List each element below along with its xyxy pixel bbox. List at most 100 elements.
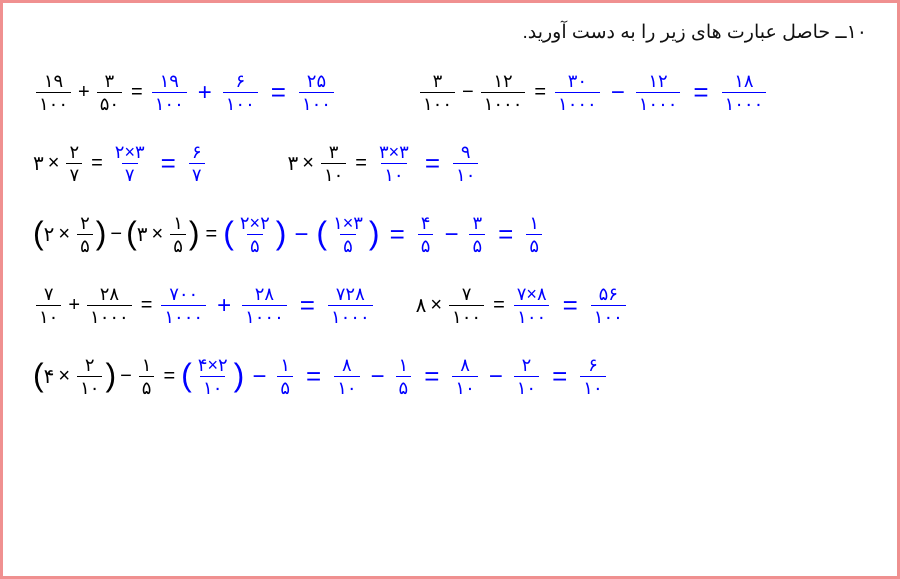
fraction-numerator: ٣×٣	[376, 143, 412, 163]
fraction: ١٩١٠٠	[36, 72, 71, 113]
fraction-numerator: ٧٠٠	[166, 285, 201, 305]
fraction: ٨١٠	[452, 356, 477, 397]
parenthesis: (	[181, 359, 192, 391]
operator: +	[190, 79, 220, 107]
fraction-denominator: ١٠٠	[299, 92, 334, 113]
parenthesis: )	[276, 217, 287, 249]
operator: ×	[148, 223, 168, 246]
fraction-denominator: ۵	[526, 234, 542, 255]
fraction-numerator: ١٩	[157, 72, 182, 92]
fraction-denominator: ١٠	[77, 376, 102, 397]
operator: −	[116, 365, 136, 388]
operator: −	[481, 363, 511, 391]
fraction: ٢۵	[77, 214, 93, 255]
fraction: ٩١٠	[453, 143, 478, 184]
fraction-numerator: ١	[170, 214, 186, 234]
equals: =	[157, 365, 181, 388]
equation-row: ١٩١٠٠+٣۵٠=١٩١٠٠+۶١٠٠=٢۵١٠٠٣١٠٠−١٢١٠٠٠=٣٠…	[33, 72, 867, 113]
fraction-denominator: ١٠	[452, 376, 477, 397]
fraction-denominator: ١٠٠٠	[161, 305, 206, 326]
equals: =	[553, 290, 588, 321]
fraction: ٢۵١٠٠	[299, 72, 334, 113]
fraction-numerator: ١٨	[731, 72, 756, 92]
expression: ٧١٠+٢٨١٠٠٠=٧٠٠١٠٠٠+٢٨١٠٠٠=٧٢٨١٠٠٠	[33, 285, 376, 326]
fraction-numerator: ۴×٢	[195, 356, 231, 376]
operator: ×	[54, 223, 74, 246]
operator: ×	[298, 152, 318, 175]
fraction-denominator: ١٠٠٠	[555, 92, 600, 113]
fraction: ٧١٠٠	[449, 285, 484, 326]
fraction-numerator: ٢	[77, 214, 93, 234]
parenthesis: )	[105, 359, 116, 391]
parenthesis: )	[234, 359, 245, 391]
operator: +	[209, 292, 239, 320]
fraction: ٣۵٠	[97, 72, 122, 113]
fraction-numerator: ٨×٧	[514, 285, 550, 305]
fraction: ٢١٠	[514, 356, 539, 397]
fraction: ٣×١۵	[330, 214, 366, 255]
expression: ٣×٢٧=٣×٢٧=۶٧	[33, 143, 208, 184]
expression: (٢×٢۵)−(٣×١۵)=(٢×٢۵)−(٣×١۵)=۴۵−٣۵=١۵	[33, 214, 545, 255]
fraction-numerator: ٧	[41, 285, 57, 305]
fraction-denominator: ١٠	[334, 376, 359, 397]
fraction: ١۵	[139, 356, 155, 397]
parenthesis: (	[33, 359, 44, 391]
equals: =	[528, 81, 552, 104]
parenthesis: )	[96, 217, 107, 249]
fraction-numerator: ٣	[469, 214, 485, 234]
rows-container: ١٩١٠٠+٣۵٠=١٩١٠٠+۶١٠٠=٢۵١٠٠٣١٠٠−١٢١٠٠٠=٣٠…	[33, 72, 867, 397]
fraction-numerator: ٣×٢	[112, 143, 148, 163]
fraction: ٣×٢٧	[112, 143, 148, 184]
equals: =	[290, 290, 325, 321]
equals: =	[542, 361, 577, 392]
fraction-numerator: ٢٨	[252, 285, 277, 305]
expression: (۴×٢١٠)−١۵=(۴×٢١٠)−١۵=٨١٠−١۵=٨١٠−٢١٠=۶١٠	[33, 356, 609, 397]
fraction-numerator: ٣٠	[565, 72, 590, 92]
fraction-denominator: ۵	[170, 234, 186, 255]
fraction-numerator: ٧٢٨	[333, 285, 368, 305]
fraction: ٧٢٨١٠٠٠	[328, 285, 373, 326]
fraction-numerator: ٣	[430, 72, 446, 92]
fraction-numerator: ۶	[585, 356, 601, 376]
equation-row: ٧١٠+٢٨١٠٠٠=٧٠٠١٠٠٠+٢٨١٠٠٠=٧٢٨١٠٠٠٨×٧١٠٠=…	[33, 285, 867, 326]
parenthesis: (	[223, 217, 234, 249]
operator: +	[64, 294, 84, 317]
fraction-denominator: ١٠٠٠	[242, 305, 287, 326]
fraction-denominator: ١٠	[36, 305, 61, 326]
fraction-denominator: ١٠	[580, 376, 605, 397]
operator: ×	[54, 365, 74, 388]
operator: −	[458, 81, 478, 104]
equals: =	[200, 223, 224, 246]
operator: ×	[44, 152, 64, 175]
fraction-denominator: ١٠٠٠	[636, 92, 681, 113]
fraction-denominator: ۵	[396, 376, 412, 397]
expression: ٣×٣١٠=٣×٣١٠=٩١٠	[288, 143, 482, 184]
fraction-denominator: ١٠٠	[514, 305, 549, 326]
fraction-numerator: ٨	[457, 356, 473, 376]
fraction: ۵۶١٠٠	[591, 285, 626, 326]
equation-row: ٣×٢٧=٣×٢٧=۶٧٣×٣١٠=٣×٣١٠=٩١٠	[33, 143, 867, 184]
fraction-denominator: ١٠٠٠	[722, 92, 767, 113]
fraction: ١٢١٠٠٠	[636, 72, 681, 113]
fraction-denominator: ١٠٠	[591, 305, 626, 326]
fraction: ٢٧	[66, 143, 82, 184]
equals: =	[135, 294, 159, 317]
fraction: ٢×٢۵	[237, 214, 273, 255]
number: ٣	[137, 222, 148, 247]
fraction: ١۵	[170, 214, 186, 255]
fraction: ٣×٣١٠	[376, 143, 412, 184]
fraction-denominator: ١٠٠	[420, 92, 455, 113]
fraction: ٣٠١٠٠٠	[555, 72, 600, 113]
fraction-denominator: ۵	[340, 234, 356, 255]
fraction-denominator: ١٠٠	[152, 92, 187, 113]
fraction-denominator: ١٠٠٠	[481, 92, 526, 113]
fraction: ٣۵	[469, 214, 485, 255]
fraction: ٨١٠	[334, 356, 359, 397]
expression: ١٩١٠٠+٣۵٠=١٩١٠٠+۶١٠٠=٢۵١٠٠	[33, 72, 337, 113]
fraction-numerator: ۶	[232, 72, 248, 92]
fraction-denominator: ١٠	[200, 376, 225, 397]
operator: −	[286, 221, 316, 249]
fraction: ١۵	[396, 356, 412, 397]
equals: =	[349, 152, 373, 175]
fraction-denominator: ١٠٠٠	[87, 305, 132, 326]
